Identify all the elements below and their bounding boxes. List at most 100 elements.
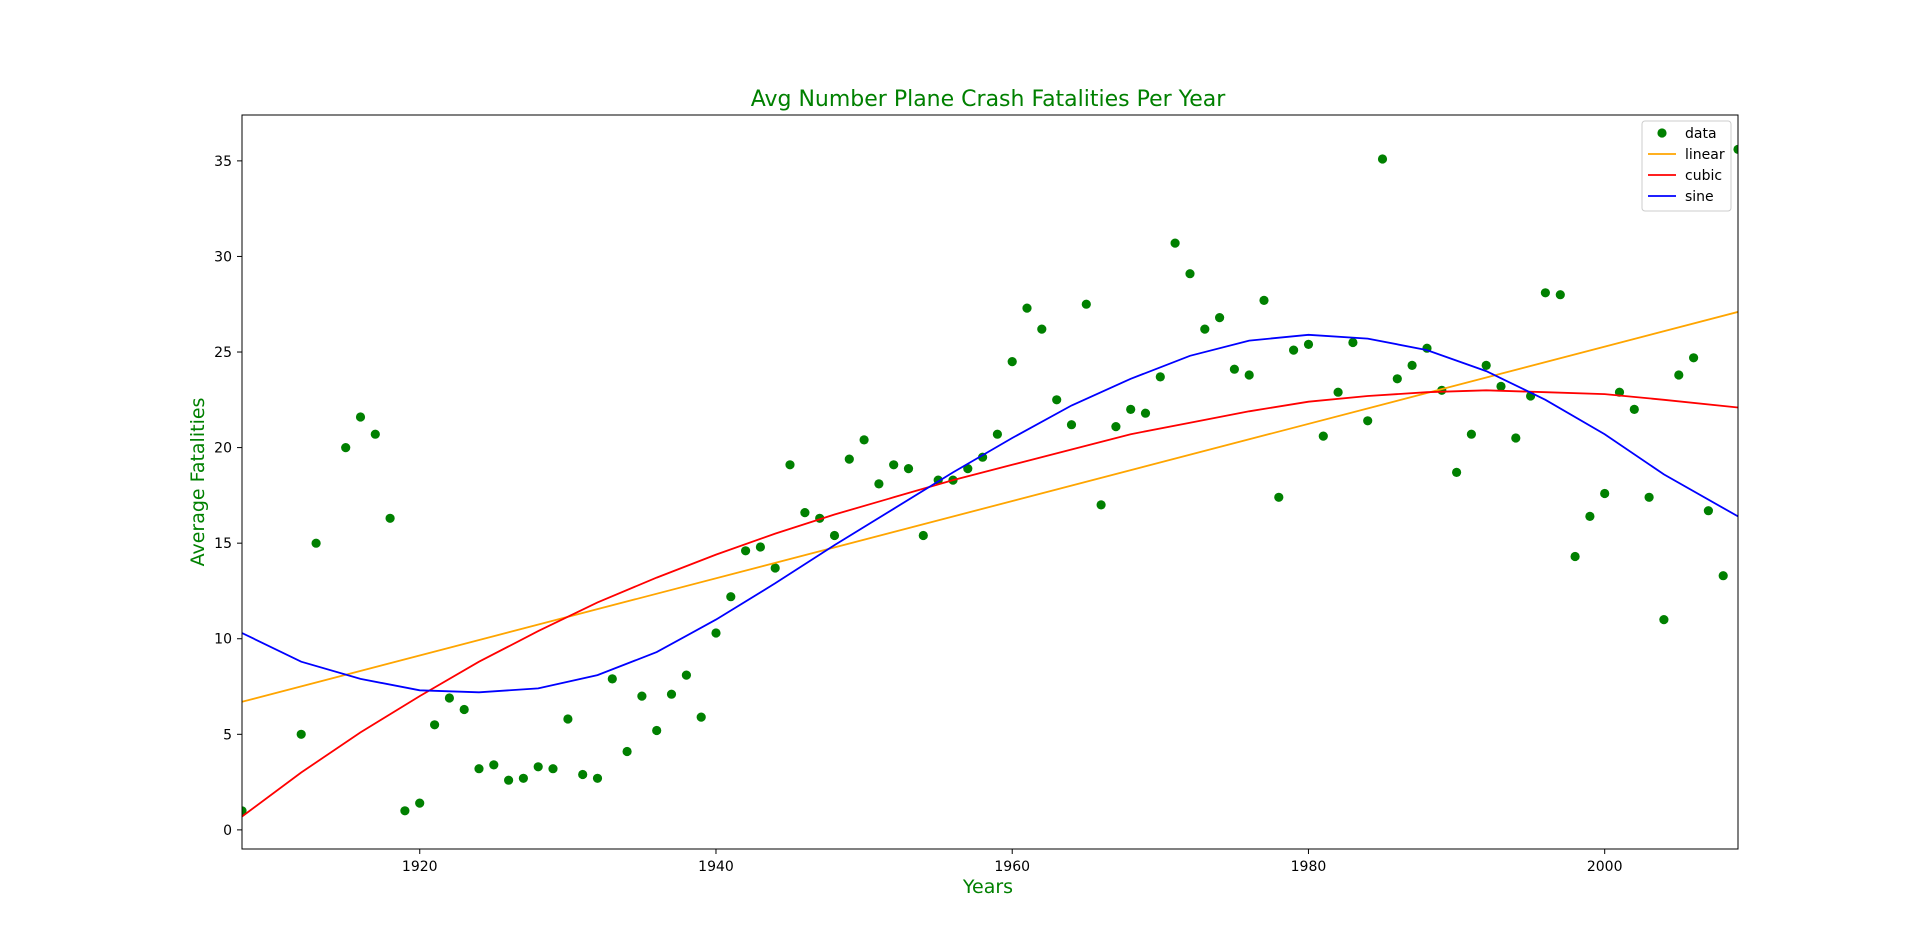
data-points bbox=[242, 144, 1738, 816]
data-point bbox=[400, 806, 410, 816]
data-point bbox=[785, 460, 795, 470]
series-cubic-line bbox=[242, 389, 1738, 818]
data-point bbox=[889, 460, 899, 470]
data-point bbox=[859, 435, 869, 445]
data-point bbox=[1111, 422, 1121, 432]
data-point bbox=[829, 530, 840, 541]
data-point bbox=[311, 538, 321, 548]
data-point bbox=[903, 464, 914, 474]
x-tick-label: 1920 bbox=[402, 859, 438, 875]
data-point bbox=[1200, 324, 1210, 334]
legend-box bbox=[1641, 120, 1732, 212]
data-point bbox=[1318, 431, 1328, 441]
legend-label-cubic: cubic bbox=[1685, 168, 1722, 184]
data-point bbox=[696, 712, 706, 722]
fit-lines bbox=[242, 311, 1738, 818]
plot-frame bbox=[241, 114, 1739, 850]
chart-title: Avg Number Plane Crash Fatalities Per Ye… bbox=[751, 87, 1226, 112]
data-point bbox=[370, 429, 380, 439]
legend-marker-data bbox=[1657, 128, 1667, 138]
data-point bbox=[1466, 429, 1476, 439]
plot-area bbox=[241, 114, 1739, 850]
x-tick-label: 2000 bbox=[1587, 859, 1623, 875]
legend: data linear cubic sine bbox=[1641, 120, 1732, 212]
data-point bbox=[1392, 374, 1402, 384]
data-point bbox=[355, 412, 366, 422]
y-tick-label: 30 bbox=[214, 249, 232, 265]
data-point bbox=[533, 762, 543, 772]
data-point bbox=[918, 530, 928, 541]
y-tick-label: 20 bbox=[214, 441, 232, 457]
x-axis-label: Years bbox=[962, 876, 1013, 898]
data-point bbox=[1363, 416, 1373, 426]
data-point bbox=[578, 769, 588, 780]
data-point bbox=[504, 775, 514, 785]
data-point bbox=[711, 628, 721, 638]
y-axis: 0 5 10 15 20 25 30 35 bbox=[214, 154, 242, 839]
data-point bbox=[800, 507, 810, 518]
legend-label-data: data bbox=[1685, 126, 1717, 142]
y-tick-label: 15 bbox=[214, 536, 232, 552]
data-point bbox=[444, 693, 454, 703]
data-point bbox=[1674, 370, 1684, 380]
data-point bbox=[1289, 345, 1299, 355]
data-point bbox=[1496, 381, 1506, 391]
data-point bbox=[1703, 506, 1713, 516]
data-point bbox=[489, 760, 499, 770]
data-point bbox=[548, 764, 558, 774]
data-point bbox=[518, 773, 529, 783]
y-tick-label: 10 bbox=[214, 632, 232, 648]
data-point bbox=[341, 443, 351, 453]
legend-label-sine: sine bbox=[1685, 189, 1714, 205]
x-tick-label: 1980 bbox=[1291, 859, 1327, 875]
data-point bbox=[1540, 288, 1550, 298]
data-point bbox=[1452, 467, 1462, 477]
series-sine-line bbox=[242, 333, 1738, 694]
data-point bbox=[755, 542, 766, 552]
y-tick-label: 5 bbox=[223, 727, 232, 743]
data-point bbox=[666, 689, 677, 699]
series-linear-line bbox=[242, 311, 1738, 703]
y-axis-label: Average Fatalities bbox=[187, 398, 209, 567]
data-point bbox=[1215, 313, 1225, 323]
data-point bbox=[1140, 408, 1151, 418]
data-point bbox=[637, 691, 647, 701]
data-point bbox=[1244, 370, 1254, 380]
data-point bbox=[563, 714, 573, 724]
data-point bbox=[1644, 492, 1654, 502]
x-tick-label: 1940 bbox=[698, 859, 734, 875]
data-point bbox=[1348, 337, 1358, 348]
data-point bbox=[844, 454, 854, 464]
data-point bbox=[726, 592, 736, 602]
data-point bbox=[1229, 364, 1239, 374]
x-axis: 1920 1940 1960 1980 2000 bbox=[402, 849, 1623, 875]
data-point bbox=[1155, 372, 1165, 382]
data-point bbox=[681, 670, 692, 680]
data-point bbox=[1659, 615, 1669, 625]
data-point bbox=[1037, 324, 1047, 334]
data-point bbox=[1096, 500, 1106, 510]
data-point bbox=[1555, 290, 1565, 300]
data-point bbox=[1481, 360, 1491, 370]
data-point bbox=[1066, 420, 1077, 430]
data-point bbox=[415, 798, 425, 808]
data-point bbox=[474, 764, 484, 774]
data-point bbox=[1303, 339, 1314, 349]
data-point bbox=[1274, 492, 1284, 502]
data-point bbox=[1733, 144, 1738, 154]
data-point bbox=[1333, 387, 1343, 397]
data-point bbox=[1126, 404, 1136, 414]
data-point bbox=[430, 720, 440, 730]
data-point bbox=[992, 429, 1003, 439]
data-point bbox=[1259, 295, 1269, 305]
data-point bbox=[1052, 395, 1062, 405]
data-point bbox=[1570, 551, 1580, 562]
y-tick-label: 25 bbox=[214, 345, 232, 361]
data-point bbox=[592, 773, 603, 783]
data-point bbox=[874, 479, 884, 489]
data-point bbox=[1377, 154, 1388, 164]
data-point bbox=[1407, 360, 1417, 370]
data-point bbox=[770, 563, 780, 573]
data-point bbox=[1585, 511, 1595, 521]
data-point bbox=[607, 674, 617, 684]
